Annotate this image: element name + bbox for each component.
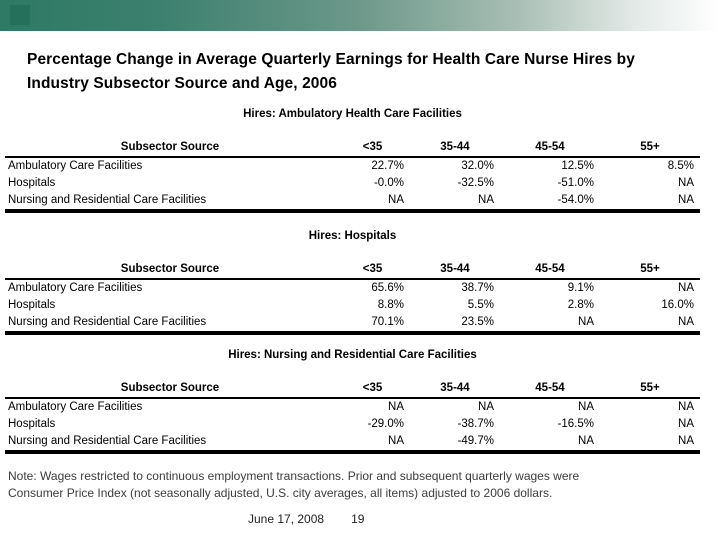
footnote: Note: Wages restricted to continuous emp… <box>8 468 706 501</box>
table-header-row: Subsector Source <35 35-44 45-54 55+ <box>5 263 700 280</box>
table-section-hospitals: Hires: Hospitals Subsector Source <35 35-4… <box>5 230 700 335</box>
value-cell: -54.0% <box>557 194 594 206</box>
value-cell: NA <box>478 401 494 413</box>
value-cell: NA <box>388 194 404 206</box>
table-row: Nursing and Residential Care Facilities N… <box>5 433 700 452</box>
table-caption: Hires: Nursing and Residential Care Faci… <box>228 349 477 361</box>
value-cell: NA <box>678 177 694 189</box>
row-label: Nursing and Residential Care Facilities <box>8 194 207 206</box>
value-cell: 16.0% <box>661 299 694 311</box>
row-label: Ambulatory Care Facilities <box>8 282 143 294</box>
age-column-header: 55+ <box>600 382 700 399</box>
row-label: Hospitals <box>8 177 56 189</box>
age-column-header: 55+ <box>600 263 700 280</box>
value-cell: 70.1% <box>371 316 404 328</box>
table-row: Ambulatory Care Facilities NA NA NA NA <box>5 398 700 416</box>
value-cell: 8.8% <box>377 299 404 311</box>
value-cell: NA <box>678 282 694 294</box>
subsector-source-header: Subsector Source <box>5 141 335 158</box>
value-cell: -49.7% <box>457 435 494 447</box>
value-cell: NA <box>678 316 694 328</box>
age-column-header: 45-54 <box>500 382 600 399</box>
earnings-table-hospitals: Subsector Source <35 35-44 45-54 55+ Ambulat… <box>5 263 700 335</box>
table-row: Ambulatory Care Facilities 65.6% 38.7% 9.1%… <box>5 279 700 297</box>
value-cell: NA <box>678 401 694 413</box>
value-cell: 22.7% <box>371 160 404 172</box>
table-row: Hospitals 8.8% 5.5% 2.8% 16.0% <box>5 297 700 314</box>
footnote-line: Consumer Price Index (not seasonally adj… <box>8 485 553 500</box>
age-column-header: 55+ <box>600 141 700 158</box>
subsector-source-header: Subsector Source <box>5 263 335 280</box>
value-cell: NA <box>578 435 594 447</box>
value-cell: NA <box>678 435 694 447</box>
value-cell: 23.5% <box>461 316 494 328</box>
value-cell: -51.0% <box>557 177 594 189</box>
value-cell: NA <box>388 401 404 413</box>
age-column-header: 35-44 <box>410 141 500 158</box>
earnings-table-nursing: Subsector Source <35 35-44 45-54 55+ Ambulat… <box>5 382 700 454</box>
value-cell: 8.5% <box>667 160 694 172</box>
value-cell: 2.8% <box>567 299 594 311</box>
age-column-header: <35 <box>335 141 410 158</box>
table-section-ambulatory: Hires: Ambulatory Health Care Facilities… <box>5 108 700 213</box>
slide-title: Percentage Change in Average Quarterly E… <box>27 51 635 92</box>
age-column-header: 35-44 <box>410 382 500 399</box>
value-cell: NA <box>578 316 594 328</box>
table-row: Nursing and Residential Care Facilities N… <box>5 192 700 211</box>
header-accent-square <box>10 5 30 25</box>
footnote-line: Note: Wages restricted to continuous emp… <box>8 469 580 483</box>
value-cell: NA <box>388 435 404 447</box>
footer-page-number: 19 <box>351 512 365 526</box>
table-row: Hospitals -29.0% -38.7% -16.5% NA <box>5 416 700 433</box>
table-header-row: Subsector Source <35 35-44 45-54 55+ <box>5 382 700 399</box>
value-cell: 9.1% <box>567 282 594 294</box>
value-cell: 5.5% <box>467 299 494 311</box>
age-column-header: <35 <box>335 263 410 280</box>
value-cell: 12.5% <box>561 160 594 172</box>
value-cell: -29.0% <box>367 418 404 430</box>
value-cell: 65.6% <box>371 282 404 294</box>
value-cell: -32.5% <box>457 177 494 189</box>
value-cell: 32.0% <box>461 160 494 172</box>
value-cell: NA <box>678 418 694 430</box>
table-row: Nursing and Residential Care Facilities 7… <box>5 314 700 333</box>
value-cell: -0.0% <box>373 177 404 189</box>
age-column-header: 35-44 <box>410 263 500 280</box>
row-label: Hospitals <box>8 418 56 430</box>
table-caption: Hires: Hospitals <box>308 230 397 242</box>
header-band <box>0 0 720 31</box>
row-label: Hospitals <box>8 299 56 311</box>
table-row: Ambulatory Care Facilities 22.7% 32.0% 12.5… <box>5 157 700 175</box>
value-cell: 38.7% <box>461 282 494 294</box>
table-row: Hospitals -0.0% -32.5% -51.0% NA <box>5 175 700 192</box>
age-column-header: <35 <box>335 382 410 399</box>
slide-footer: June 17, 2008 19 <box>248 512 364 526</box>
age-column-header: 45-54 <box>500 263 600 280</box>
value-cell: NA <box>578 401 594 413</box>
row-label: Nursing and Residential Care Facilities <box>8 435 207 447</box>
value-cell: -16.5% <box>557 418 594 430</box>
earnings-table-ambulatory: Subsector Source <35 35-44 45-54 55+ Ambulat… <box>5 141 700 213</box>
row-label: Ambulatory Care Facilities <box>8 401 143 413</box>
subsector-source-header: Subsector Source <box>5 382 335 399</box>
value-cell: NA <box>678 194 694 206</box>
row-label: Ambulatory Care Facilities <box>8 160 143 172</box>
value-cell: -38.7% <box>457 418 494 430</box>
row-label: Nursing and Residential Care Facilities <box>8 316 207 328</box>
value-cell: NA <box>478 194 494 206</box>
table-section-nursing: Hires: Nursing and Residential Care Faci… <box>5 349 700 454</box>
table-caption: Hires: Ambulatory Health Care Facilities <box>243 108 462 120</box>
table-header-row: Subsector Source <35 35-44 45-54 55+ <box>5 141 700 158</box>
age-column-header: 45-54 <box>500 141 600 158</box>
footer-date: June 17, 2008 <box>248 512 325 526</box>
